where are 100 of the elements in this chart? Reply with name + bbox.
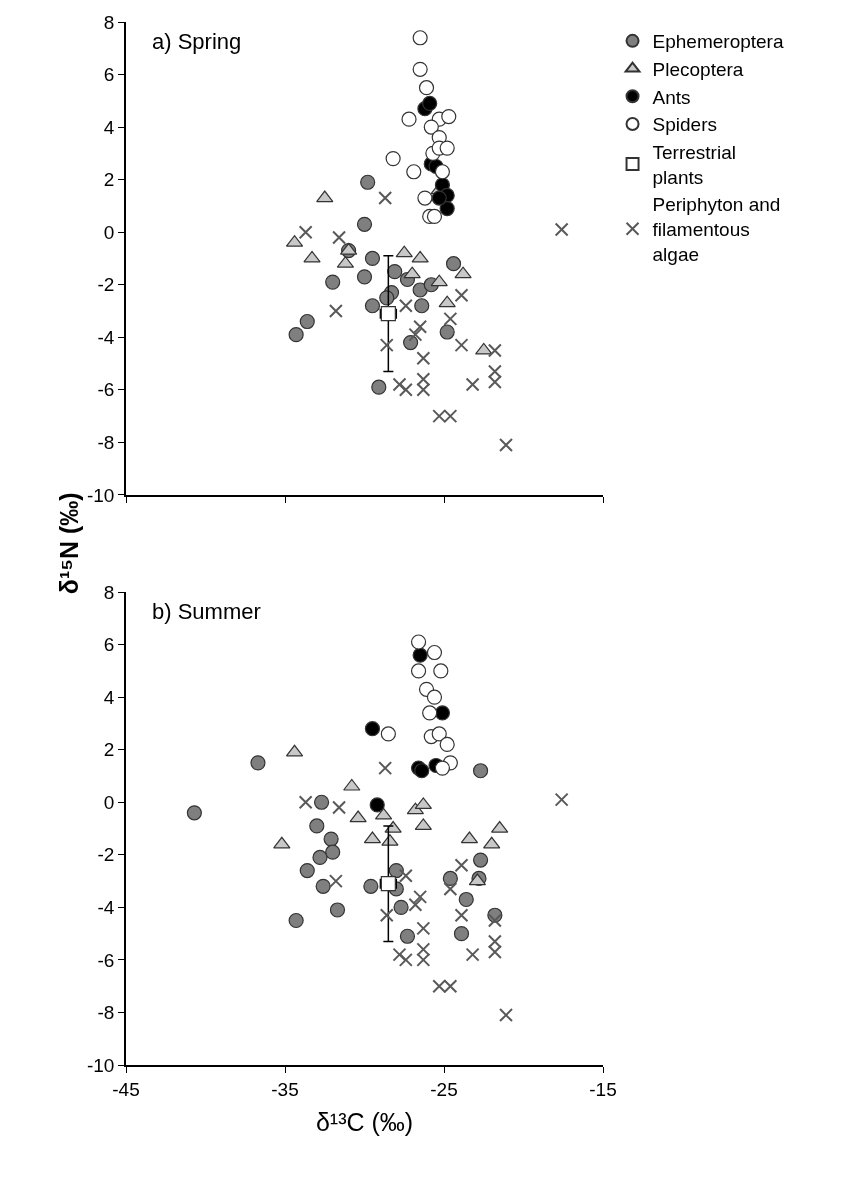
y-tick-label: 8 [103, 581, 115, 603]
point [443, 881, 458, 896]
point [332, 800, 347, 815]
point [434, 705, 451, 721]
point [416, 382, 431, 397]
point [250, 755, 266, 771]
point [328, 304, 343, 319]
point [313, 794, 330, 810]
point [403, 266, 421, 279]
point [413, 889, 428, 904]
y-axis-title: δ¹⁵N (‰) [55, 492, 84, 595]
point [312, 849, 328, 866]
point [399, 928, 416, 944]
y-tick-label: -8 [97, 432, 115, 454]
point [439, 140, 455, 156]
point [398, 952, 413, 967]
point [273, 836, 291, 849]
point [323, 831, 339, 847]
point [408, 897, 423, 912]
point [472, 763, 489, 779]
y-tick-label: 0 [103, 221, 115, 243]
point [454, 338, 469, 353]
point [364, 298, 381, 314]
point [403, 334, 419, 351]
point [414, 298, 430, 314]
legend-label: Ants [652, 86, 691, 108]
point [387, 264, 403, 280]
point [392, 947, 407, 962]
point [288, 327, 304, 343]
point [483, 836, 501, 849]
point [364, 250, 381, 267]
point [299, 313, 315, 330]
y-tick-label: -10 [86, 1054, 115, 1076]
point [414, 763, 430, 779]
y-tick-label: -4 [97, 326, 115, 348]
point [392, 377, 407, 392]
point [441, 108, 457, 125]
point [288, 912, 304, 929]
point [328, 874, 343, 889]
point [487, 364, 502, 379]
point [315, 878, 331, 894]
point [458, 891, 474, 908]
chart-title: b) Summer [152, 599, 261, 624]
point [332, 230, 347, 245]
point [438, 295, 456, 308]
point [454, 266, 472, 279]
y-tick-label: -2 [97, 844, 115, 866]
y-tick-label: -6 [97, 949, 115, 971]
y-tick-label: 8 [103, 11, 115, 33]
point [465, 947, 480, 962]
point [316, 190, 334, 203]
point [298, 795, 313, 810]
legend-label: Periphyton and filamentous algae [652, 194, 781, 265]
point [412, 282, 428, 298]
point [487, 374, 502, 389]
point [413, 319, 428, 334]
point [325, 274, 341, 290]
y-tick-label: 2 [103, 169, 115, 191]
point [439, 324, 455, 340]
point [416, 942, 431, 957]
x-tick-label: -15 [589, 1078, 617, 1100]
point [487, 913, 502, 928]
point [475, 342, 493, 355]
point [442, 870, 458, 887]
x-axis-title: δ¹³C (‰) [315, 1108, 414, 1137]
point [378, 191, 393, 206]
x-tick-label: -25 [430, 1078, 458, 1100]
point [303, 250, 321, 263]
point [309, 818, 325, 834]
point [434, 164, 451, 180]
point [363, 878, 379, 894]
point [465, 377, 480, 392]
point [426, 689, 443, 705]
point [408, 327, 423, 342]
point [343, 778, 361, 791]
legend-label: Ephemeroptera [652, 31, 784, 53]
chart-title: a) Spring [152, 29, 242, 54]
point [398, 298, 413, 313]
point [369, 797, 385, 813]
point [499, 438, 514, 452]
point [431, 190, 447, 206]
point [364, 721, 381, 737]
point [453, 926, 470, 942]
y-tick-label: -8 [97, 1002, 115, 1024]
point [398, 868, 413, 883]
point [443, 311, 458, 326]
point [349, 810, 367, 823]
point [299, 862, 315, 879]
point [422, 95, 438, 112]
y-tick-label: 6 [103, 64, 115, 86]
point [454, 858, 469, 873]
x-tick-label: -35 [271, 1078, 299, 1100]
point [360, 174, 376, 190]
legend-label: Spiders [652, 114, 717, 136]
y-tick-label: 0 [103, 791, 115, 813]
point [472, 852, 489, 868]
point [434, 760, 451, 776]
point [186, 805, 202, 821]
point [395, 245, 413, 258]
point [416, 351, 431, 366]
